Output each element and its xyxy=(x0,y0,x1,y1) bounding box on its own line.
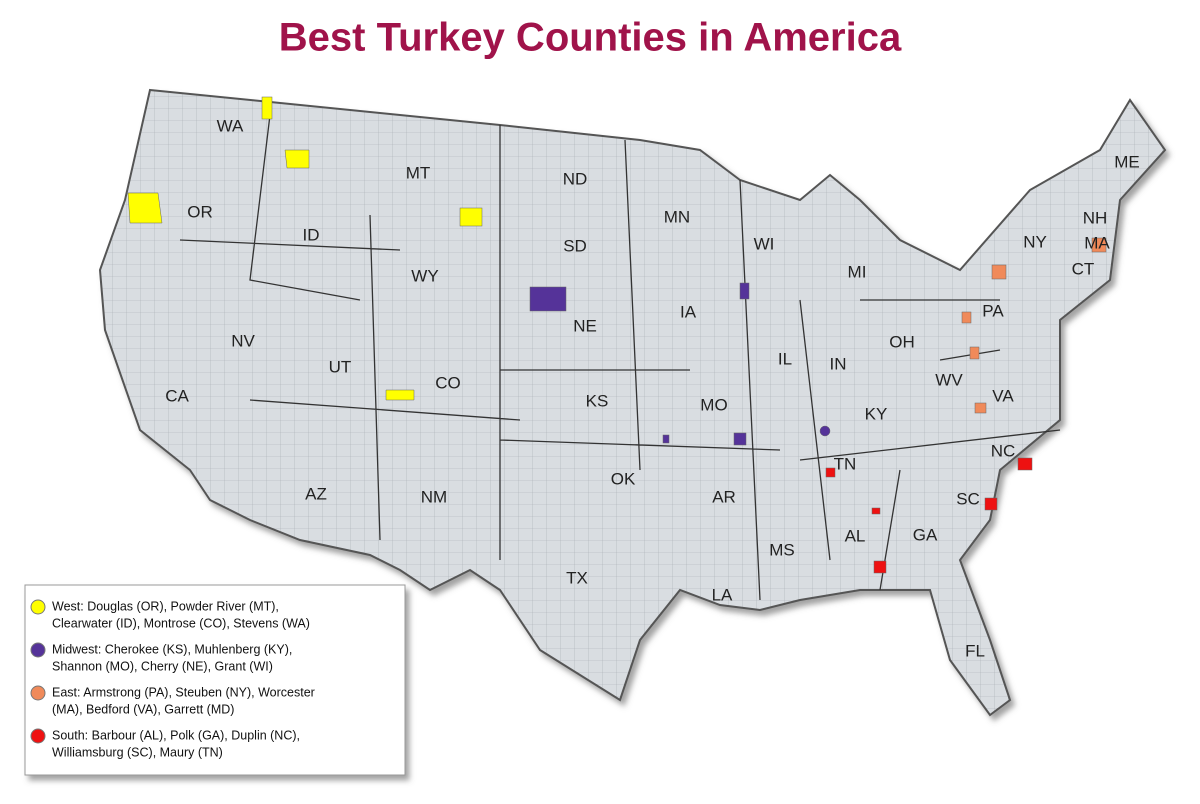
state-label: MA xyxy=(1084,233,1110,252)
state-label: FL xyxy=(965,641,985,660)
state-label: MI xyxy=(848,262,867,281)
legend-swatch xyxy=(30,599,46,615)
state-label: MN xyxy=(664,207,690,226)
state-label: TX xyxy=(566,568,588,587)
county xyxy=(961,311,972,324)
legend-swatch xyxy=(30,685,46,701)
county xyxy=(871,507,881,515)
state-label: ID xyxy=(303,225,320,244)
state-labels: WA OR CA NV ID MT WY UT CO AZ NM ND SD NE KS OK TX MN IA MO… xyxy=(165,116,1140,660)
state-label: UT xyxy=(329,357,352,376)
legend-text: South: Barbour (AL), Polk (GA), Duplin (… xyxy=(52,728,300,742)
legend-swatch xyxy=(30,728,46,744)
state-label: VA xyxy=(992,386,1014,405)
county xyxy=(819,425,831,437)
state-label: OR xyxy=(187,202,213,221)
state-label: MT xyxy=(406,163,431,182)
state-label: MS xyxy=(769,540,795,559)
county xyxy=(529,286,567,312)
county xyxy=(991,264,1007,280)
state-label: IL xyxy=(778,349,792,368)
county xyxy=(974,402,987,414)
legend-text: West: Douglas (OR), Powder River (MT), xyxy=(52,599,279,613)
state-label: AR xyxy=(712,487,736,506)
state-label: CA xyxy=(165,386,189,405)
county xyxy=(733,432,747,446)
county xyxy=(984,497,998,511)
legend-text: Shannon (MO), Cherry (NE), Grant (WI) xyxy=(52,659,273,673)
county xyxy=(969,346,980,360)
county xyxy=(385,389,415,401)
state-label: CT xyxy=(1072,259,1095,278)
state-label: NE xyxy=(573,316,597,335)
state-label: AZ xyxy=(305,484,327,503)
state-label: ME xyxy=(1114,152,1140,171)
state-label: NY xyxy=(1023,232,1047,251)
state-label: LA xyxy=(712,585,733,604)
county xyxy=(825,467,836,478)
state-label: KY xyxy=(865,404,888,423)
state-label: OK xyxy=(611,469,636,488)
state-label: CO xyxy=(435,373,461,392)
state-label: ND xyxy=(563,169,588,188)
legend-text: (MA), Bedford (VA), Garrett (MD) xyxy=(52,702,234,716)
county xyxy=(1091,237,1107,253)
legend-swatch xyxy=(30,642,46,658)
state-label: SC xyxy=(956,489,980,508)
state-label: IA xyxy=(680,302,697,321)
legend-text: Midwest: Cherokee (KS), Muhlenberg (KY), xyxy=(52,642,292,656)
county xyxy=(662,434,670,444)
state-label: IN xyxy=(830,354,847,373)
county xyxy=(1017,457,1033,471)
state-label: SD xyxy=(563,236,587,255)
state-label: NV xyxy=(231,331,255,350)
state-label: NC xyxy=(991,441,1016,460)
state-label: OH xyxy=(889,332,915,351)
legend-text: Clearwater (ID), Montrose (CO), Stevens … xyxy=(52,616,310,630)
state-label: WV xyxy=(935,370,963,389)
legend-box xyxy=(24,584,406,776)
state-label: NH xyxy=(1083,208,1108,227)
legend-text: East: Armstrong (PA), Steuben (NY), Worc… xyxy=(52,685,315,699)
state-label: WI xyxy=(754,234,775,253)
state-label: WA xyxy=(217,116,244,135)
state-label: TN xyxy=(834,454,857,473)
state-label: AL xyxy=(845,526,866,545)
county xyxy=(261,96,273,120)
legend: West: Douglas (OR), Powder River (MT), Cl… xyxy=(30,599,315,759)
county xyxy=(739,282,750,300)
county xyxy=(127,192,163,224)
state-label: NM xyxy=(421,487,447,506)
highlighted-counties xyxy=(127,96,1107,574)
us-outline xyxy=(98,88,1167,717)
state-label: GA xyxy=(913,525,938,544)
county xyxy=(284,149,310,169)
state-label: WY xyxy=(411,266,438,285)
county xyxy=(459,207,483,227)
county xyxy=(873,560,887,574)
state-label: PA xyxy=(982,301,1004,320)
state-label: KS xyxy=(586,391,609,410)
state-borders xyxy=(179,114,1061,601)
legend-text: Williamsburg (SC), Maury (TN) xyxy=(52,745,223,759)
state-label: MO xyxy=(700,395,727,414)
map-title: Best Turkey Counties in America xyxy=(279,16,902,60)
